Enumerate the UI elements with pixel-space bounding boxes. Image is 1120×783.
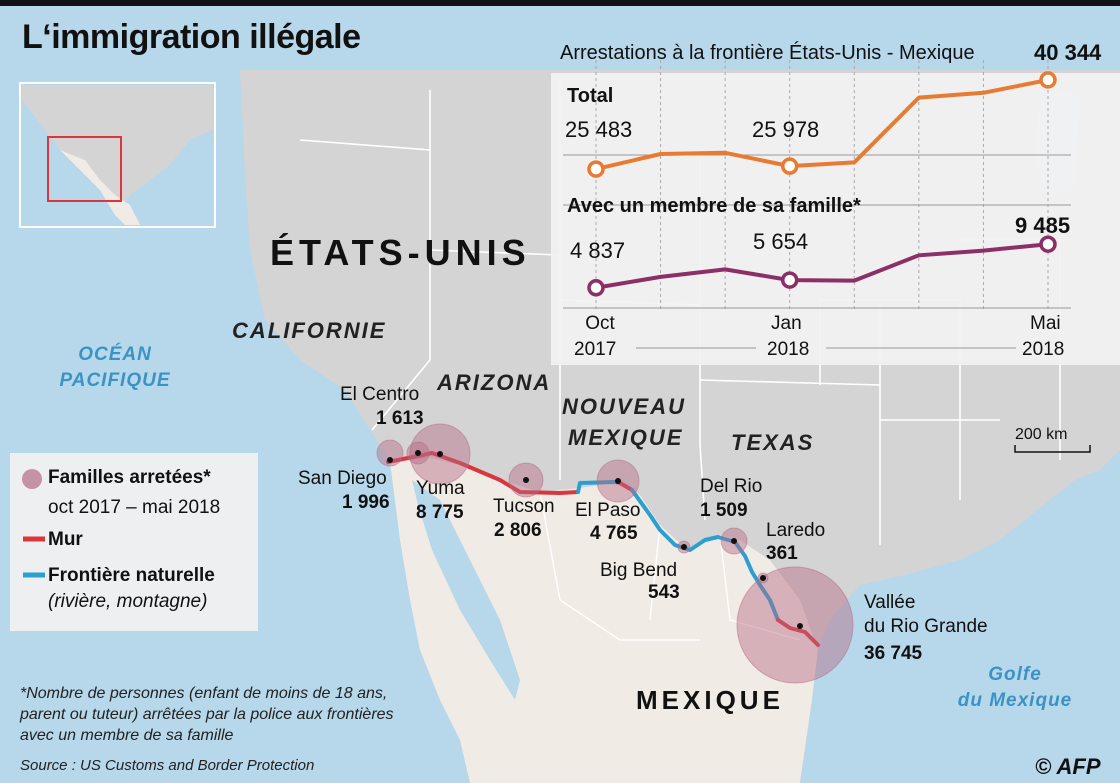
label-new-mexico-2: MEXIQUE — [568, 425, 684, 450]
series-point — [780, 271, 799, 289]
total-series-label: Total — [567, 85, 614, 107]
label-usa: ÉTATS-UNIS — [270, 232, 531, 273]
top-bar — [0, 0, 1120, 6]
num-big-bend: 543 — [648, 582, 680, 603]
city-el-centro: El Centro — [340, 384, 420, 405]
city-laredo: Laredo — [766, 520, 826, 541]
family-mid-label: 5 654 — [753, 229, 809, 254]
footnote: *Nombre de personnes (enfant de moins de… — [20, 683, 394, 746]
legend-natural-sub: (rivière, montagne) — [48, 591, 208, 612]
city-rgv-2: du Rio Grande — [864, 616, 988, 637]
city-tucson: Tucson — [493, 496, 555, 517]
city-el-paso: El Paso — [575, 500, 641, 521]
series-line — [595, 77, 1049, 172]
x-tick-oct: Oct — [585, 313, 615, 334]
series-point — [587, 279, 605, 297]
family-last-label: 9 485 — [1015, 213, 1071, 238]
total-mid-label: 25 978 — [752, 117, 820, 142]
legend-circle-icon — [22, 469, 42, 489]
gulf-mexico — [800, 450, 1120, 783]
circle-san-diego — [376, 439, 404, 467]
x-tick-jan: Jan — [771, 313, 802, 334]
x-tick-oct-year: 2017 — [574, 339, 617, 360]
family-series-label: Avec un membre de sa famille* — [567, 195, 861, 217]
series-line — [595, 242, 1049, 290]
label-mexico: MEXIQUE — [636, 685, 784, 715]
source: Source : US Customs and Border Protectio… — [20, 757, 315, 774]
chart-title: Arrestations à la frontière États-Unis -… — [560, 42, 975, 64]
label-texas: TEXAS — [731, 430, 815, 455]
label-california: CALIFORNIE — [232, 318, 387, 343]
num-del-rio: 1 509 — [700, 500, 748, 521]
label-pacific: OCÉAN PACIFIQUE — [59, 344, 171, 391]
afp-credit: © AFP — [1035, 754, 1101, 779]
city-del-rio: Del Rio — [700, 476, 763, 497]
legend-wall: Mur — [48, 529, 83, 550]
mexico-borders — [539, 491, 801, 641]
num-yuma: 8 775 — [416, 502, 464, 523]
label-gulf: Golfe du Mexique — [957, 664, 1073, 711]
num-san-diego: 1 996 — [342, 492, 390, 513]
series-point — [780, 157, 799, 175]
footnote-line: *Nombre de personnes (enfant de moins de… — [20, 685, 388, 702]
footnote-line: parent ou tuteur) arrêtées par la police… — [20, 706, 394, 723]
legend-families: Familles arretées* — [48, 467, 211, 488]
gulf-california — [412, 480, 520, 700]
scale-bar — [1014, 445, 1091, 453]
family-first-label: 4 837 — [570, 238, 626, 263]
x-tick-mai-year: 2018 — [1022, 339, 1065, 360]
city-yuma: Yuma — [416, 478, 465, 499]
scale-label: 200 km — [1015, 426, 1068, 443]
chart-panel — [551, 73, 1120, 365]
legend-natural-icon — [23, 572, 45, 578]
legend-period: oct 2017 – mai 2018 — [48, 497, 221, 518]
series-point — [587, 160, 605, 178]
inset-map — [19, 82, 216, 228]
legend-wall-icon — [23, 536, 45, 542]
x-tick-jan-year: 2018 — [767, 339, 810, 360]
num-rgv: 36 745 — [864, 643, 923, 664]
label-arizona: ARIZONA — [437, 370, 552, 395]
num-el-centro: 1 613 — [376, 408, 424, 429]
series-point — [1039, 235, 1057, 253]
chart-series — [587, 71, 1057, 297]
num-laredo: 361 — [766, 543, 798, 564]
page-title: L‘immigration illégale — [22, 18, 361, 56]
total-first-label: 25 483 — [565, 117, 633, 142]
footnote-line: avec un membre de sa famille — [20, 727, 234, 744]
city-big-bend: Big Bend — [600, 560, 678, 581]
family-circles — [376, 423, 854, 684]
city-san-diego: San Diego — [298, 468, 387, 489]
num-el-paso: 4 765 — [590, 523, 638, 544]
city-rgv-1: Vallée — [864, 592, 916, 613]
legend: Familles arretées* oct 2017 – mai 2018 M… — [10, 453, 258, 631]
baja-land — [390, 462, 520, 728]
label-new-mexico-1: NOUVEAU — [562, 394, 687, 419]
city-dots — [387, 450, 803, 629]
num-tucson: 2 806 — [494, 520, 542, 541]
circle-rgv — [736, 566, 854, 684]
total-last-label: 40 344 — [1034, 40, 1102, 65]
x-tick-mai: Mai — [1030, 313, 1061, 334]
line-chart — [563, 60, 1071, 349]
legend-natural: Frontière naturelle — [48, 565, 215, 586]
series-point — [1039, 71, 1057, 89]
